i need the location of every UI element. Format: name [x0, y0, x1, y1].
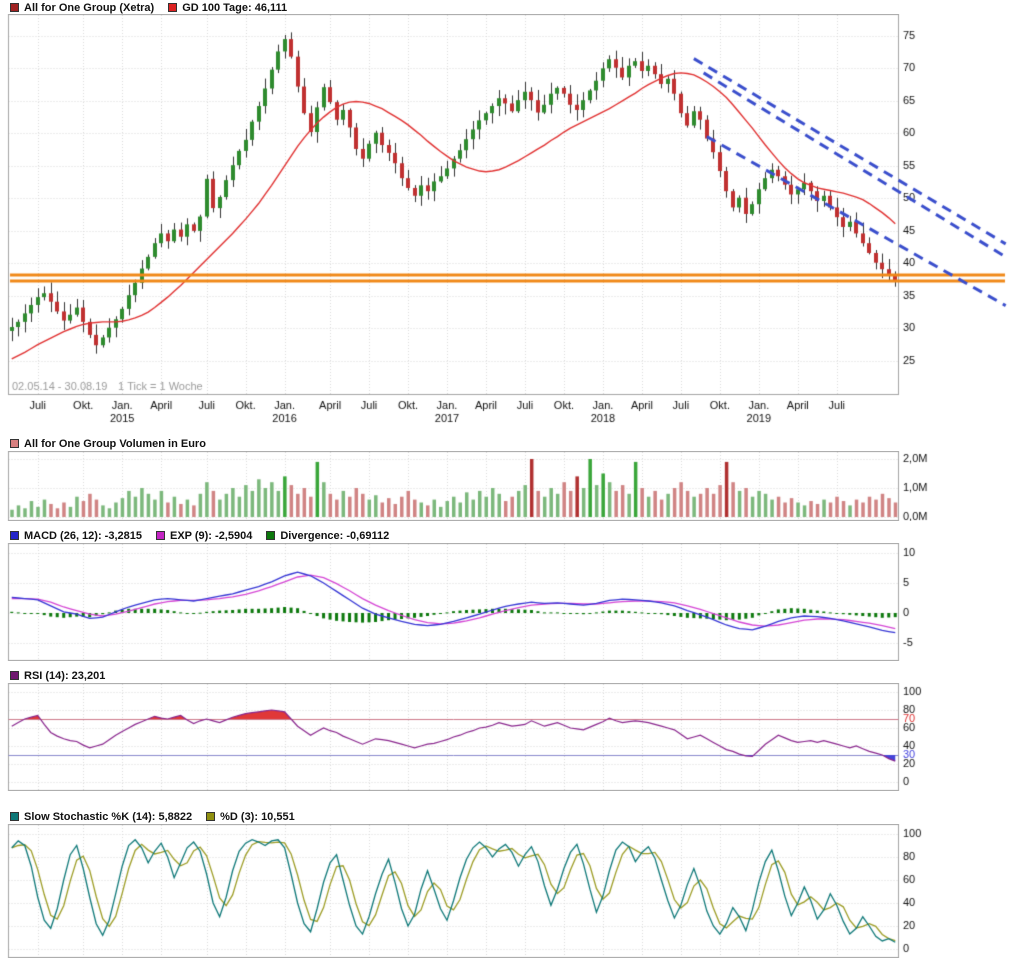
legend-volume: All for One Group Volumen in Euro	[10, 437, 206, 450]
rsi-chart-canvas	[0, 683, 1009, 791]
macd-exp-label: EXP (9): -2,5904	[170, 529, 253, 542]
stoch-k-swatch	[10, 812, 19, 821]
macd-label: MACD (26, 12): -3,2815	[24, 529, 142, 542]
gd100-swatch	[168, 3, 178, 12]
stoch-k-label: Slow Stochastic %K (14): 5,8822	[24, 810, 193, 823]
volume-chart-canvas	[0, 451, 1009, 521]
legend-price: All for One Group (Xetra) GD 100 Tage: 4…	[10, 1, 287, 14]
macd-exp-swatch	[156, 531, 165, 540]
macd-swatch	[10, 531, 19, 540]
legend-item-rsi: RSI (14): 23,201	[10, 670, 105, 682]
rsi-swatch	[10, 671, 19, 680]
instrument-swatch	[10, 3, 19, 12]
volume-label: All for One Group Volumen in Euro	[24, 437, 206, 450]
legend-item-macd-divergence: Divergence: -0,69112	[266, 530, 389, 542]
gd100-label: GD 100 Tage: 46,111	[182, 1, 288, 14]
legend-stochastic: Slow Stochastic %K (14): 5,8822 %D (3): …	[10, 810, 295, 823]
legend-item-instrument: All for One Group (Xetra)	[10, 2, 154, 14]
legend-item-gd100: GD 100 Tage: 46,111	[168, 2, 287, 14]
macd-chart-canvas	[0, 543, 1009, 661]
stochastic-chart-canvas	[0, 824, 1009, 958]
legend-item-stoch-d: %D (3): 10,551	[206, 811, 295, 823]
price-chart-canvas	[0, 14, 1009, 430]
legend-item-volume: All for One Group Volumen in Euro	[10, 438, 206, 450]
legend-item-macd: MACD (26, 12): -3,2815	[10, 530, 142, 542]
macd-divergence-swatch	[266, 531, 276, 540]
stoch-d-label: %D (3): 10,551	[220, 810, 295, 823]
legend-macd: MACD (26, 12): -3,2815 EXP (9): -2,5904 …	[10, 529, 389, 542]
legend-item-macd-exp: EXP (9): -2,5904	[156, 530, 252, 542]
rsi-label: RSI (14): 23,201	[24, 669, 106, 682]
volume-swatch	[10, 439, 19, 448]
macd-divergence-label: Divergence: -0,69112	[280, 529, 390, 542]
legend-rsi: RSI (14): 23,201	[10, 669, 105, 682]
stoch-d-swatch	[206, 812, 216, 821]
legend-item-stoch-k: Slow Stochastic %K (14): 5,8822	[10, 811, 192, 823]
instrument-label: All for One Group (Xetra)	[24, 1, 155, 14]
